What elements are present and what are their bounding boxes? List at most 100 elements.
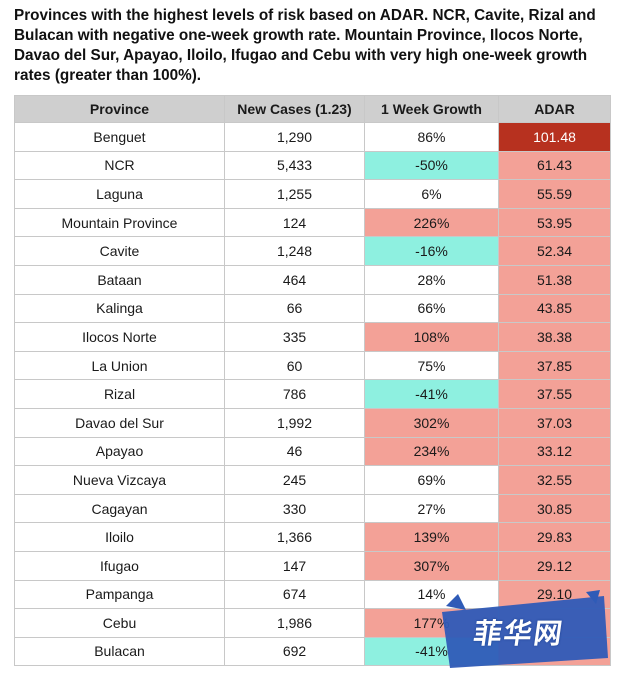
header-adar: ADAR (498, 95, 611, 123)
week-growth-cell: -41% (364, 636, 499, 667)
week-growth-cell: 139% (364, 522, 499, 552)
week-growth-cell: 14% (364, 579, 499, 610)
new-cases-cell: 464 (224, 264, 365, 295)
week-growth-cell: 302% (364, 407, 499, 438)
table-row: Ifugao 147 307% 29.12 (14, 550, 611, 581)
adar-cell: 43.85 (498, 293, 611, 324)
adar-cell: 29.83 (498, 522, 611, 552)
province-cell: Cagayan (14, 493, 225, 524)
adar-cell: 51.38 (498, 264, 611, 295)
week-growth-cell: 226% (364, 207, 499, 238)
province-cell: Apayao (14, 436, 225, 467)
province-cell: Pampanga (14, 579, 225, 610)
new-cases-cell: 330 (224, 493, 365, 524)
week-growth-cell: 86% (364, 122, 499, 152)
week-growth-cell: 28% (364, 264, 499, 295)
week-growth-cell: -50% (364, 150, 499, 181)
table-row: Cavite 1,248 -16% 52.34 (14, 236, 611, 266)
new-cases-cell: 147 (224, 550, 365, 581)
table-row: Nueva Vizcaya 245 69% 32.55 (14, 465, 611, 495)
new-cases-cell: 692 (224, 636, 365, 667)
table-row: Apayao 46 234% 33.12 (14, 436, 611, 467)
province-cell: Laguna (14, 179, 225, 209)
table-row: Mountain Province 124 226% 53.95 (14, 207, 611, 238)
week-growth-cell: 75% (364, 350, 499, 381)
risk-table: Province New Cases (1.23) 1 Week Growth … (14, 95, 611, 667)
header-week-growth: 1 Week Growth (364, 95, 499, 123)
new-cases-cell: 1,992 (224, 407, 365, 438)
province-cell: Iloilo (14, 522, 225, 552)
week-growth-cell: -16% (364, 236, 499, 266)
province-cell: Ilocos Norte (14, 322, 225, 352)
week-growth-cell: 307% (364, 550, 499, 581)
province-cell: Benguet (14, 122, 225, 152)
province-cell: Kalinga (14, 293, 225, 324)
table-row: Ilocos Norte 335 108% 38.38 (14, 322, 611, 352)
province-cell: Ifugao (14, 550, 225, 581)
province-cell: Bulacan (14, 636, 225, 667)
adar-cell (498, 636, 611, 667)
table-row: NCR 5,433 -50% 61.43 (14, 150, 611, 181)
province-cell: La Union (14, 350, 225, 381)
new-cases-cell: 245 (224, 465, 365, 495)
new-cases-cell: 1,248 (224, 236, 365, 266)
new-cases-cell: 1,255 (224, 179, 365, 209)
week-growth-cell: 108% (364, 322, 499, 352)
new-cases-cell: 124 (224, 207, 365, 238)
week-growth-cell: 66% (364, 293, 499, 324)
province-cell: Cebu (14, 608, 225, 638)
adar-cell: 33.12 (498, 436, 611, 467)
adar-cell: 29.12 (498, 550, 611, 581)
table-row: Davao del Sur 1,992 302% 37.03 (14, 407, 611, 438)
header-new-cases: New Cases (1.23) (224, 95, 365, 123)
page-title: Provinces with the highest levels of ris… (14, 7, 596, 84)
week-growth-cell: -41% (364, 379, 499, 409)
province-cell: Rizal (14, 379, 225, 409)
province-cell: Nueva Vizcaya (14, 465, 225, 495)
province-cell: Bataan (14, 264, 225, 295)
table-header: Province New Cases (1.23) 1 Week Growth … (14, 95, 611, 123)
table-row: Bulacan 692 -41% (14, 636, 611, 667)
table-row: Benguet 1,290 86% 101.48 (14, 122, 611, 152)
new-cases-cell: 5,433 (224, 150, 365, 181)
province-cell: Davao del Sur (14, 407, 225, 438)
adar-cell: 38.38 (498, 322, 611, 352)
new-cases-cell: 60 (224, 350, 365, 381)
adar-cell: 37.55 (498, 379, 611, 409)
new-cases-cell: 66 (224, 293, 365, 324)
table-row: Iloilo 1,366 139% 29.83 (14, 522, 611, 552)
adar-cell: 101.48 (498, 122, 611, 152)
table-row: Cebu 1,986 177% (14, 608, 611, 638)
adar-cell: 32.55 (498, 465, 611, 495)
header-row: Province New Cases (1.23) 1 Week Growth … (14, 95, 611, 123)
week-growth-cell: 27% (364, 493, 499, 524)
table-body: Benguet 1,290 86% 101.48 NCR 5,433 -50% 61.43 La… (14, 122, 611, 667)
new-cases-cell: 335 (224, 322, 365, 352)
table-row: La Union 60 75% 37.85 (14, 350, 611, 381)
province-cell: NCR (14, 150, 225, 181)
adar-cell: 37.03 (498, 407, 611, 438)
adar-cell: 61.43 (498, 150, 611, 181)
new-cases-cell: 46 (224, 436, 365, 467)
table-row: Bataan 464 28% 51.38 (14, 264, 611, 295)
adar-cell: 55.59 (498, 179, 611, 209)
province-cell: Cavite (14, 236, 225, 266)
table-row: Laguna 1,255 6% 55.59 (14, 179, 611, 209)
new-cases-cell: 674 (224, 579, 365, 610)
table-row: Rizal 786 -41% 37.55 (14, 379, 611, 409)
adar-cell: 37.85 (498, 350, 611, 381)
new-cases-cell: 1,986 (224, 608, 365, 638)
adar-cell: 52.34 (498, 236, 611, 266)
table-row: Kalinga 66 66% 43.85 (14, 293, 611, 324)
week-growth-cell: 6% (364, 179, 499, 209)
week-growth-cell: 177% (364, 608, 499, 638)
table-row: Cagayan 330 27% 30.85 (14, 493, 611, 524)
week-growth-cell: 234% (364, 436, 499, 467)
header-province: Province (14, 95, 225, 123)
new-cases-cell: 1,366 (224, 522, 365, 552)
table-row: Pampanga 674 14% 29.10 (14, 579, 611, 610)
adar-cell: 30.85 (498, 493, 611, 524)
week-growth-cell: 69% (364, 465, 499, 495)
adar-cell: 29.10 (498, 579, 611, 610)
adar-cell (498, 608, 611, 638)
